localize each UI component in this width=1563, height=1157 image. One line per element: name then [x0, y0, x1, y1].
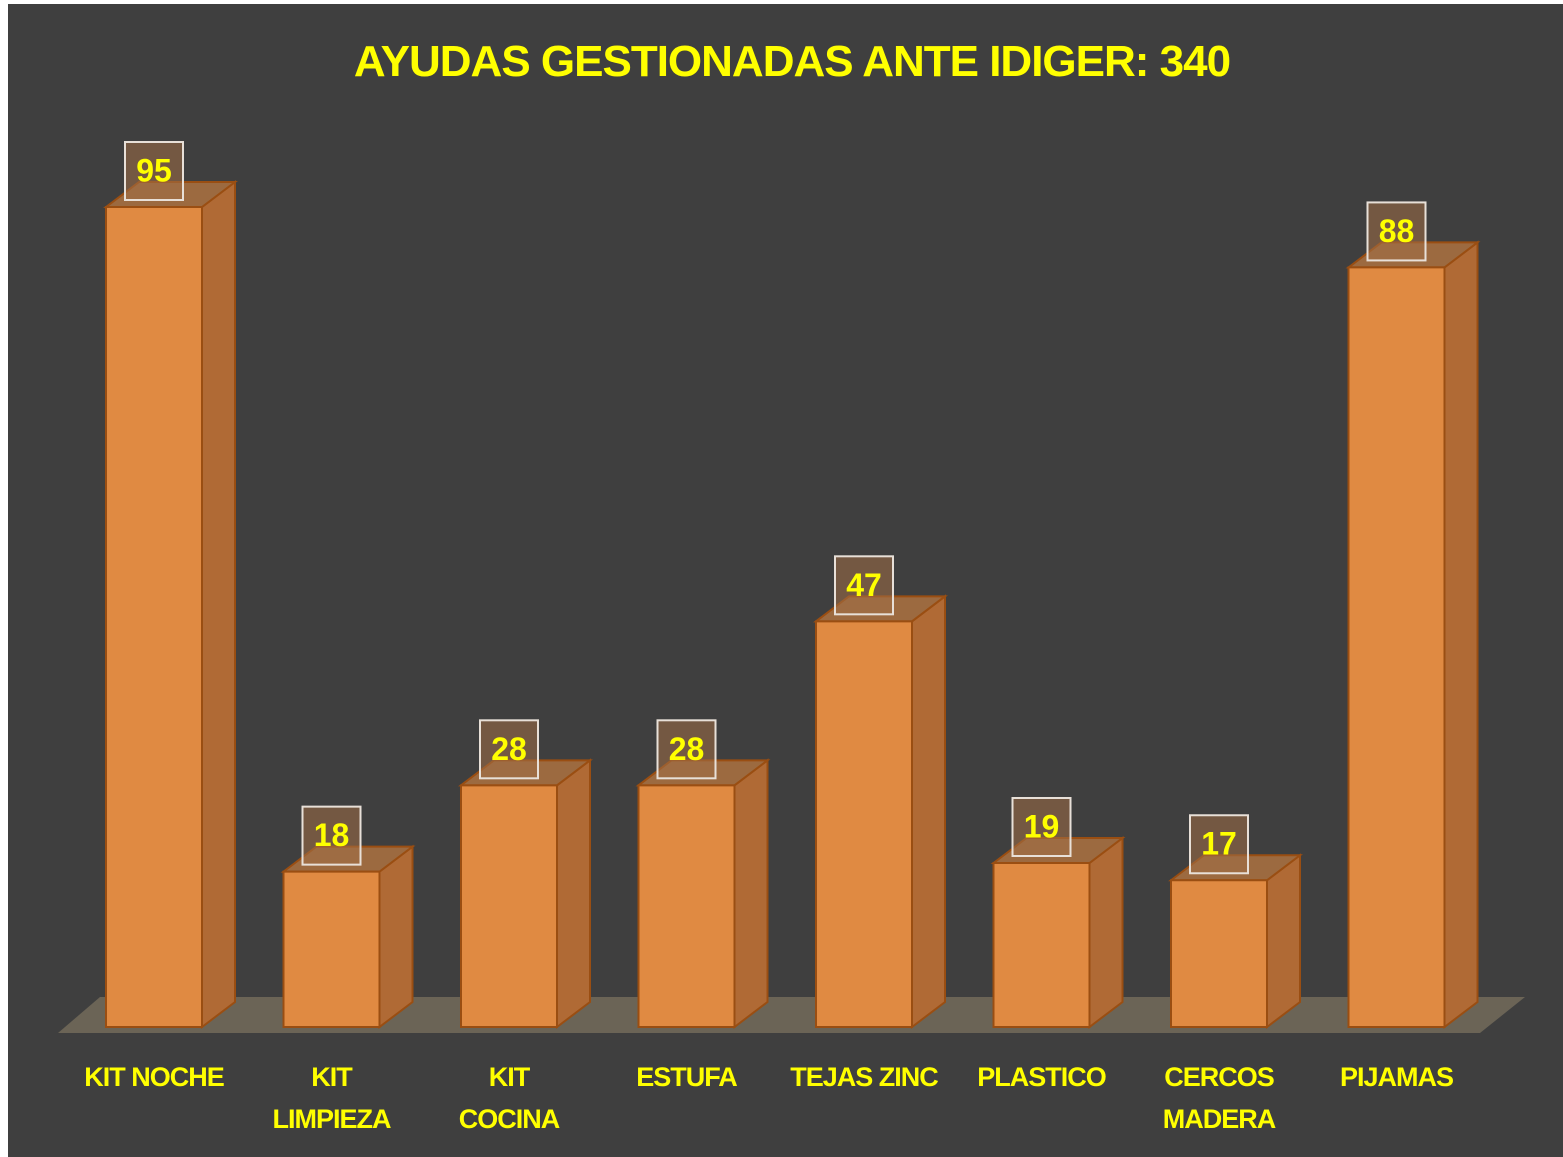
- bar-side: [1266, 853, 1301, 1030]
- x-tick-label: TEJAS ZINC: [790, 1062, 939, 1092]
- bar-front: [105, 206, 203, 1028]
- bar: [280, 844, 416, 1030]
- chart-area: AYUDAS GESTIONADAS ANTE IDIGER: 340 95 18…: [8, 4, 1563, 1157]
- value-label-box: [656, 719, 717, 780]
- bar: [635, 758, 771, 1030]
- bar-side: [1443, 240, 1479, 1030]
- bar-front: [282, 870, 381, 1028]
- x-tick-label: KIT COCINA: [458, 1062, 561, 1134]
- value-label: 95: [136, 152, 172, 188]
- value-label-box: [834, 555, 894, 616]
- value-label: 18: [314, 817, 350, 853]
- x-tick-label: KIT LIMPIEZA: [272, 1062, 392, 1134]
- bar-front: [460, 784, 558, 1028]
- bar-front: [815, 620, 913, 1028]
- bar-front: [637, 784, 736, 1028]
- bar-front: [1347, 266, 1446, 1028]
- x-tick-label: PLASTICO: [977, 1062, 1107, 1092]
- value-label-box: [479, 719, 539, 780]
- bar: [813, 594, 948, 1030]
- x-tick-label: PIJAMAS: [1339, 1062, 1454, 1092]
- value-label-box: [1366, 201, 1427, 262]
- bar: [458, 758, 593, 1030]
- bar-side: [378, 844, 414, 1030]
- bar-front: [1170, 879, 1268, 1028]
- value-label-box: [301, 805, 362, 866]
- bar-side: [733, 758, 769, 1030]
- value-label-box: [124, 141, 184, 201]
- bar-side: [911, 594, 946, 1030]
- bar: [1168, 853, 1303, 1030]
- value-label: 17: [1201, 826, 1237, 862]
- value-label: 19: [1024, 808, 1060, 844]
- value-label-box: [1189, 814, 1249, 875]
- value-label: 28: [669, 731, 705, 767]
- bar: [103, 179, 238, 1030]
- chart-title: AYUDAS GESTIONADAS ANTE IDIGER: 340: [354, 37, 1230, 86]
- value-label: 28: [491, 731, 527, 767]
- bar: [1345, 240, 1481, 1030]
- chart: AYUDAS GESTIONADAS ANTE IDIGER: 340 95 18…: [58, 37, 1525, 1033]
- bar: [990, 835, 1126, 1030]
- value-label: 47: [846, 567, 882, 603]
- x-tick-label: CERCOS MADERA: [1162, 1062, 1277, 1134]
- bar-front: [992, 862, 1091, 1028]
- bar-side: [556, 758, 591, 1030]
- bar-side: [201, 179, 236, 1030]
- bar-side: [1088, 835, 1124, 1030]
- floor: [58, 997, 1525, 1033]
- x-tick-label: ESTUFA: [636, 1062, 738, 1092]
- value-label: 88: [1379, 213, 1415, 249]
- value-label-box: [1011, 797, 1072, 857]
- x-tick-label: KIT NOCHE: [84, 1062, 225, 1092]
